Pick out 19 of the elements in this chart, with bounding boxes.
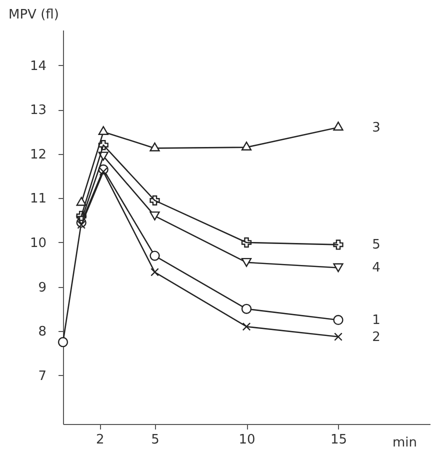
y-tick-label: 11 [30, 192, 46, 207]
x-tick-label: 5 [151, 432, 160, 448]
y-tick-label: 10 [30, 236, 46, 251]
y-tick-label: 14 [30, 58, 46, 74]
text: 5 [372, 238, 380, 253]
x-tick-label: 15 [330, 432, 348, 448]
text: 4 [372, 260, 380, 276]
y-tick-label: 9 [38, 280, 46, 296]
x-tick-label: 10 [238, 432, 256, 448]
text: 3 [372, 120, 380, 136]
text: 2 [372, 330, 380, 345]
x-tick-label: 2 [96, 432, 104, 448]
x-axis-title: min [392, 436, 418, 449]
y-tick-label: 7 [38, 368, 46, 384]
y-axis-title: MPV (fl) [8, 8, 59, 22]
text: 1 [372, 312, 380, 328]
y-tick-label: 8 [38, 324, 46, 340]
y-tick-label: 12 [30, 147, 46, 162]
y-tick-label: 13 [30, 103, 46, 118]
